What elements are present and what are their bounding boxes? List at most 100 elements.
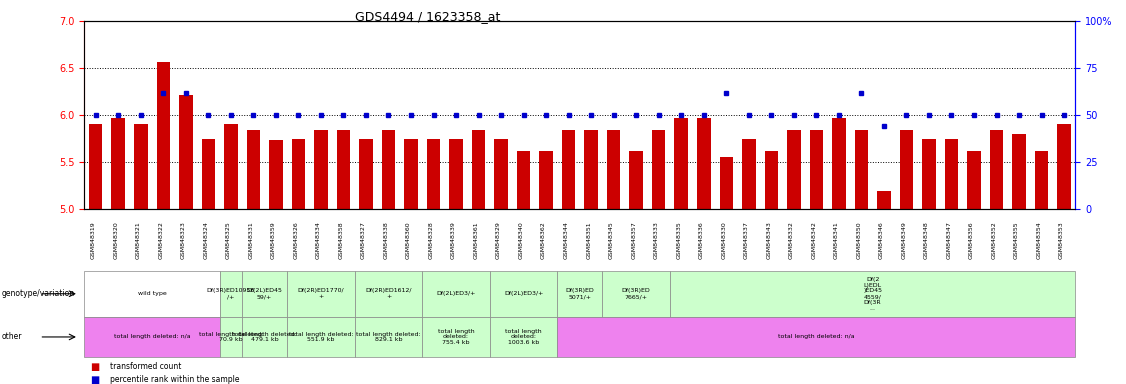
Text: total length deleted:
479.1 kb: total length deleted: 479.1 kb xyxy=(232,331,297,343)
Text: GSM848356: GSM848356 xyxy=(969,221,974,259)
Text: GSM848361: GSM848361 xyxy=(474,221,479,259)
Bar xyxy=(314,130,328,209)
Text: Df(2R)ED1612/
+: Df(2R)ED1612/ + xyxy=(365,288,412,299)
Bar xyxy=(111,118,125,209)
Text: total length deleted: n/a: total length deleted: n/a xyxy=(114,334,190,339)
Text: GSM848327: GSM848327 xyxy=(361,221,366,259)
Text: GSM848333: GSM848333 xyxy=(654,221,659,259)
Bar xyxy=(810,130,823,209)
Text: total length deleted: n/a: total length deleted: n/a xyxy=(778,334,855,339)
Text: GSM848325: GSM848325 xyxy=(226,221,231,259)
Bar xyxy=(494,139,508,209)
Text: GDS4494 / 1623358_at: GDS4494 / 1623358_at xyxy=(355,10,501,23)
Text: GSM848353: GSM848353 xyxy=(1060,221,1064,259)
Text: GSM848320: GSM848320 xyxy=(114,221,118,259)
Bar xyxy=(1057,124,1071,209)
Text: ■: ■ xyxy=(90,361,99,372)
Text: GSM848330: GSM848330 xyxy=(722,221,726,259)
Bar xyxy=(224,124,238,209)
Bar xyxy=(629,151,643,209)
Bar xyxy=(720,157,733,209)
Text: GSM848345: GSM848345 xyxy=(609,221,614,259)
Text: GSM848326: GSM848326 xyxy=(294,221,298,259)
Bar xyxy=(134,124,148,209)
Text: GSM848355: GSM848355 xyxy=(1015,221,1019,259)
Bar xyxy=(202,139,215,209)
Bar xyxy=(157,61,170,209)
Text: total length deleted:
551.9 kb: total length deleted: 551.9 kb xyxy=(288,331,354,343)
Bar xyxy=(742,139,756,209)
Text: GSM848340: GSM848340 xyxy=(519,221,524,259)
Bar xyxy=(1035,151,1048,209)
Bar xyxy=(652,130,665,209)
Text: GSM848362: GSM848362 xyxy=(542,221,546,259)
Text: GSM848329: GSM848329 xyxy=(497,221,501,259)
Text: GSM848321: GSM848321 xyxy=(136,221,141,259)
Text: GSM848357: GSM848357 xyxy=(632,221,636,259)
Text: GSM848360: GSM848360 xyxy=(406,221,411,259)
Bar xyxy=(1012,134,1026,209)
Text: GSM848341: GSM848341 xyxy=(834,221,839,259)
Bar xyxy=(292,139,305,209)
Text: GSM848338: GSM848338 xyxy=(384,221,388,259)
Text: GSM848323: GSM848323 xyxy=(181,221,186,259)
Text: GSM848343: GSM848343 xyxy=(767,221,771,259)
Text: GSM848328: GSM848328 xyxy=(429,221,434,259)
Bar xyxy=(832,118,846,209)
Text: GSM848354: GSM848354 xyxy=(1037,221,1042,259)
Bar xyxy=(607,130,620,209)
Bar xyxy=(247,130,260,209)
Text: GSM848332: GSM848332 xyxy=(789,221,794,259)
Bar xyxy=(427,139,440,209)
Bar xyxy=(697,118,711,209)
Text: GSM848344: GSM848344 xyxy=(564,221,569,259)
Text: genotype/variation: genotype/variation xyxy=(1,289,74,298)
Bar xyxy=(539,151,553,209)
Bar xyxy=(517,151,530,209)
Bar xyxy=(765,151,778,209)
Text: GSM848346: GSM848346 xyxy=(879,221,884,259)
Bar xyxy=(877,191,891,209)
Text: GSM848336: GSM848336 xyxy=(699,221,704,259)
Text: total length deleted:
829.1 kb: total length deleted: 829.1 kb xyxy=(356,331,421,343)
Bar xyxy=(382,130,395,209)
Bar xyxy=(900,130,913,209)
Text: GSM848335: GSM848335 xyxy=(677,221,681,259)
Text: GSM848334: GSM848334 xyxy=(316,221,321,259)
Text: Df(2L)ED3/+: Df(2L)ED3/+ xyxy=(437,291,475,296)
Text: Df(2R)ED1770/
+: Df(2R)ED1770/ + xyxy=(297,288,345,299)
Bar xyxy=(945,139,958,209)
Bar xyxy=(179,94,193,209)
Text: ■: ■ xyxy=(90,375,99,384)
Bar xyxy=(404,139,418,209)
Bar xyxy=(472,130,485,209)
Bar xyxy=(449,139,463,209)
Text: GSM848358: GSM848358 xyxy=(339,221,343,259)
Text: other: other xyxy=(1,333,21,341)
Bar xyxy=(674,118,688,209)
Bar xyxy=(269,140,283,209)
Bar xyxy=(787,130,801,209)
Text: total length
deleted:
1003.6 kb: total length deleted: 1003.6 kb xyxy=(506,329,542,345)
Text: Df(3R)ED10953
/+: Df(3R)ED10953 /+ xyxy=(207,288,254,299)
Text: transformed count: transformed count xyxy=(110,362,181,371)
Text: GSM848337: GSM848337 xyxy=(744,221,749,259)
Text: GSM848347: GSM848347 xyxy=(947,221,951,259)
Bar xyxy=(855,130,868,209)
Text: GSM848339: GSM848339 xyxy=(452,221,456,259)
Text: Df(2L)ED45
59/+: Df(2L)ED45 59/+ xyxy=(247,288,283,299)
Bar xyxy=(584,130,598,209)
Bar xyxy=(967,151,981,209)
Bar xyxy=(990,130,1003,209)
Text: GSM848331: GSM848331 xyxy=(249,221,253,259)
Bar xyxy=(359,139,373,209)
Text: GSM848359: GSM848359 xyxy=(271,221,276,259)
Text: GSM848342: GSM848342 xyxy=(812,221,816,259)
Text: Df(3R)ED
5071/+: Df(3R)ED 5071/+ xyxy=(565,288,595,299)
Text: GSM848324: GSM848324 xyxy=(204,221,208,259)
Text: percentile rank within the sample: percentile rank within the sample xyxy=(110,376,240,384)
Bar xyxy=(89,124,102,209)
Text: GSM848348: GSM848348 xyxy=(924,221,929,259)
Text: total length
deleted:
755.4 kb: total length deleted: 755.4 kb xyxy=(438,329,474,345)
Text: wild type: wild type xyxy=(137,291,167,296)
